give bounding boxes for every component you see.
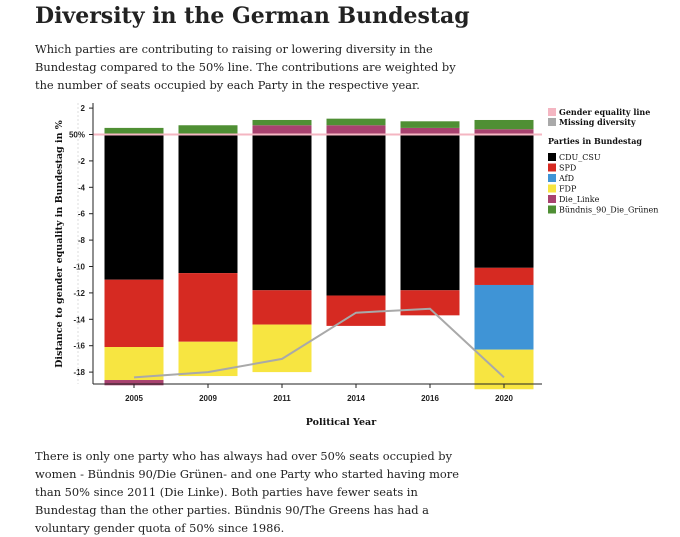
legend-label: Missing diversity: [559, 117, 636, 127]
y-tick-label: -2: [78, 157, 86, 166]
bar-b-ndnis-90-die-gr-nen-2009: [178, 125, 238, 135]
y-tick-label: -6: [78, 210, 86, 219]
bar-b-ndnis-90-die-gr-nen-2020: [474, 119, 534, 130]
bar-spd-2009: [178, 273, 238, 342]
x-tick-label: 2009: [199, 394, 217, 403]
legend-label: AfD: [558, 174, 574, 183]
bars-layer: [104, 118, 534, 390]
stacked-bar-chart: 2 50% -2 -4 -6 -8 -10 -12 -14 -16 -18 2005 2009 2011…: [54, 103, 658, 428]
bar-b-ndnis-90-die-gr-nen-2005: [104, 127, 164, 135]
bar-die-linke-2011: [252, 125, 312, 135]
y-tick-label: -18: [73, 368, 85, 377]
bar-cdu-csu-2011: [252, 134, 312, 291]
y-tick-label: -4: [78, 183, 86, 192]
bar-cdu-csu-2005: [104, 134, 164, 280]
legend-swatch: [548, 205, 556, 214]
legend-label: Bündnis_90_Die_Grünen: [559, 206, 658, 215]
legend-swatch: [548, 108, 556, 116]
bar-die-linke-2020: [474, 129, 534, 135]
legend-swatch: [548, 184, 556, 193]
y-tick-label: 50%: [69, 131, 85, 140]
y-axis: 2 50% -2 -4 -6 -8 -10 -12 -14 -16 -18: [69, 103, 94, 384]
legend-label: SPD: [559, 164, 576, 173]
y-tick-label: -10: [73, 263, 85, 272]
bar-b-ndnis-90-die-gr-nen-2014: [326, 118, 386, 126]
x-tick-label: 2014: [347, 394, 365, 403]
legend-label: Die_Linke: [559, 195, 600, 204]
x-axis-title: Political Year: [306, 417, 377, 428]
missing-diversity-line: [133, 307, 505, 379]
y-axis-title: Distance to gender equality in Bundestag…: [54, 120, 65, 368]
legend-swatch: [548, 195, 556, 203]
bar-spd-2016: [400, 290, 460, 316]
bar-cdu-csu-2014: [326, 134, 386, 296]
y-tick-label: -12: [73, 289, 85, 298]
legend-swatch: [548, 153, 556, 161]
x-tick-label: 2020: [495, 394, 513, 403]
x-tick-label: 2016: [421, 394, 439, 403]
bar-die-linke-2005: [104, 380, 164, 386]
y-tick-label: -8: [78, 236, 86, 245]
x-axis: 2005 2009 2011 2014 2016 2020: [93, 383, 542, 403]
bar-die-linke-2014: [326, 125, 386, 135]
y-tick-label: -14: [73, 315, 85, 324]
bar-die-linke-2016: [400, 127, 460, 135]
bar-fdp-2009: [178, 341, 238, 377]
bar-afd-2020: [474, 284, 534, 350]
legend-label: Gender equality line: [559, 107, 650, 117]
legend-label: FDP: [559, 185, 577, 194]
bar-spd-2005: [104, 279, 164, 348]
bar-spd-2020: [474, 267, 534, 285]
x-tick-label: 2005: [125, 394, 143, 403]
bar-cdu-csu-2009: [178, 134, 238, 274]
missing-diversity-layer: [133, 307, 505, 379]
bar-b-ndnis-90-die-gr-nen-2011: [252, 119, 312, 126]
y-tick-label: 2: [81, 104, 86, 113]
bar-fdp-2011: [252, 324, 312, 373]
bar-fdp-2005: [104, 347, 164, 381]
intro-paragraph: Which parties are contributing to raisin…: [35, 42, 456, 92]
bar-cdu-csu-2020: [474, 134, 534, 268]
bar-cdu-csu-2016: [400, 134, 460, 291]
legend-swatch: [548, 163, 556, 172]
bar-spd-2011: [252, 290, 312, 325]
y-tick-label: -16: [73, 342, 85, 351]
bar-b-ndnis-90-die-gr-nen-2016: [400, 121, 460, 128]
page-title: Diversity in the German Bundestag: [35, 3, 470, 29]
legend-parties-title: Parties in Bundestag: [548, 136, 642, 146]
x-tick-label: 2011: [273, 394, 291, 403]
legend-label: CDU_CSU: [559, 153, 601, 162]
legend-swatch: [548, 174, 556, 182]
bar-fdp-2020: [474, 349, 534, 390]
legend-swatch: [548, 118, 556, 126]
footer-paragraph: There is only one party who has always h…: [35, 449, 459, 535]
